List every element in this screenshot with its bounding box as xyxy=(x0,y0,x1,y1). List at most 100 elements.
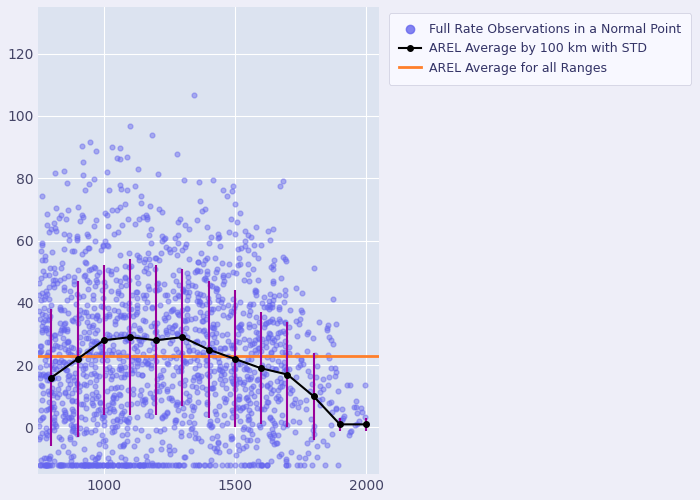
Full Rate Observations in a Normal Point xyxy=(127,461,139,469)
Full Rate Observations in a Normal Point xyxy=(132,436,143,444)
Full Rate Observations in a Normal Point xyxy=(35,370,46,378)
Full Rate Observations in a Normal Point xyxy=(306,416,317,424)
Full Rate Observations in a Normal Point xyxy=(101,387,112,395)
Full Rate Observations in a Normal Point xyxy=(304,386,316,394)
Full Rate Observations in a Normal Point xyxy=(94,461,105,469)
Full Rate Observations in a Normal Point xyxy=(85,360,97,368)
Full Rate Observations in a Normal Point xyxy=(158,280,169,288)
Full Rate Observations in a Normal Point xyxy=(193,294,204,302)
Full Rate Observations in a Normal Point xyxy=(189,325,200,333)
Full Rate Observations in a Normal Point xyxy=(211,288,222,296)
Full Rate Observations in a Normal Point xyxy=(114,203,125,211)
Full Rate Observations in a Normal Point xyxy=(220,344,231,352)
Full Rate Observations in a Normal Point xyxy=(125,366,136,374)
Full Rate Observations in a Normal Point xyxy=(138,267,149,275)
Full Rate Observations in a Normal Point xyxy=(202,310,213,318)
Full Rate Observations in a Normal Point xyxy=(59,230,70,238)
Full Rate Observations in a Normal Point xyxy=(193,434,204,442)
Full Rate Observations in a Normal Point xyxy=(84,378,95,386)
Full Rate Observations in a Normal Point xyxy=(46,404,57,411)
Full Rate Observations in a Normal Point xyxy=(326,398,337,406)
Full Rate Observations in a Normal Point xyxy=(112,290,123,298)
Full Rate Observations in a Normal Point xyxy=(241,365,253,373)
Full Rate Observations in a Normal Point xyxy=(298,461,309,469)
Full Rate Observations in a Normal Point xyxy=(176,348,188,356)
Full Rate Observations in a Normal Point xyxy=(351,397,362,405)
Full Rate Observations in a Normal Point xyxy=(225,311,236,319)
Full Rate Observations in a Normal Point xyxy=(115,144,126,152)
Full Rate Observations in a Normal Point xyxy=(118,415,130,423)
Full Rate Observations in a Normal Point xyxy=(116,402,127,409)
Full Rate Observations in a Normal Point xyxy=(50,269,61,277)
Full Rate Observations in a Normal Point xyxy=(172,150,183,158)
Full Rate Observations in a Normal Point xyxy=(197,348,208,356)
Full Rate Observations in a Normal Point xyxy=(262,333,273,341)
Full Rate Observations in a Normal Point xyxy=(268,386,279,394)
Full Rate Observations in a Normal Point xyxy=(113,354,125,362)
Full Rate Observations in a Normal Point xyxy=(40,461,51,469)
Full Rate Observations in a Normal Point xyxy=(220,441,231,449)
Full Rate Observations in a Normal Point xyxy=(168,322,179,330)
Full Rate Observations in a Normal Point xyxy=(251,224,262,232)
Full Rate Observations in a Normal Point xyxy=(118,358,129,366)
Full Rate Observations in a Normal Point xyxy=(97,350,108,358)
Full Rate Observations in a Normal Point xyxy=(213,304,224,312)
Full Rate Observations in a Normal Point xyxy=(48,412,60,420)
Full Rate Observations in a Normal Point xyxy=(323,373,335,381)
Full Rate Observations in a Normal Point xyxy=(74,333,85,341)
Full Rate Observations in a Normal Point xyxy=(90,410,101,418)
Full Rate Observations in a Normal Point xyxy=(267,434,278,442)
Full Rate Observations in a Normal Point xyxy=(59,286,70,294)
Full Rate Observations in a Normal Point xyxy=(256,461,267,469)
Full Rate Observations in a Normal Point xyxy=(175,378,186,386)
Full Rate Observations in a Normal Point xyxy=(99,314,111,322)
Full Rate Observations in a Normal Point xyxy=(197,312,209,320)
Full Rate Observations in a Normal Point xyxy=(108,306,120,314)
Full Rate Observations in a Normal Point xyxy=(286,386,297,394)
Full Rate Observations in a Normal Point xyxy=(243,406,254,413)
Full Rate Observations in a Normal Point xyxy=(66,359,77,367)
Full Rate Observations in a Normal Point xyxy=(68,438,79,446)
Full Rate Observations in a Normal Point xyxy=(268,406,279,414)
Full Rate Observations in a Normal Point xyxy=(55,461,66,469)
Full Rate Observations in a Normal Point xyxy=(169,461,181,469)
Full Rate Observations in a Normal Point xyxy=(191,337,202,345)
Full Rate Observations in a Normal Point xyxy=(239,242,251,250)
Full Rate Observations in a Normal Point xyxy=(76,461,88,469)
Full Rate Observations in a Normal Point xyxy=(279,342,290,350)
Full Rate Observations in a Normal Point xyxy=(50,409,62,417)
Full Rate Observations in a Normal Point xyxy=(55,276,66,284)
Full Rate Observations in a Normal Point xyxy=(152,170,163,178)
Full Rate Observations in a Normal Point xyxy=(209,406,220,414)
Full Rate Observations in a Normal Point xyxy=(256,240,267,248)
Full Rate Observations in a Normal Point xyxy=(116,366,127,374)
Full Rate Observations in a Normal Point xyxy=(161,326,172,334)
Full Rate Observations in a Normal Point xyxy=(339,412,350,420)
Full Rate Observations in a Normal Point xyxy=(256,361,267,369)
Full Rate Observations in a Normal Point xyxy=(146,460,158,468)
Full Rate Observations in a Normal Point xyxy=(129,442,140,450)
Full Rate Observations in a Normal Point xyxy=(251,290,262,298)
Full Rate Observations in a Normal Point xyxy=(113,228,124,236)
Full Rate Observations in a Normal Point xyxy=(235,320,246,328)
Full Rate Observations in a Normal Point xyxy=(48,345,59,353)
Full Rate Observations in a Normal Point xyxy=(251,376,262,384)
Full Rate Observations in a Normal Point xyxy=(111,294,122,302)
Full Rate Observations in a Normal Point xyxy=(39,372,50,380)
Full Rate Observations in a Normal Point xyxy=(42,461,53,469)
Full Rate Observations in a Normal Point xyxy=(206,282,217,290)
Full Rate Observations in a Normal Point xyxy=(57,412,69,420)
Full Rate Observations in a Normal Point xyxy=(36,347,47,355)
Full Rate Observations in a Normal Point xyxy=(156,232,167,240)
Full Rate Observations in a Normal Point xyxy=(85,428,97,436)
Full Rate Observations in a Normal Point xyxy=(178,461,190,469)
Full Rate Observations in a Normal Point xyxy=(97,437,108,445)
Full Rate Observations in a Normal Point xyxy=(106,461,117,469)
Full Rate Observations in a Normal Point xyxy=(293,364,304,372)
Full Rate Observations in a Normal Point xyxy=(59,416,70,424)
Full Rate Observations in a Normal Point xyxy=(140,461,151,469)
Full Rate Observations in a Normal Point xyxy=(190,314,201,322)
Full Rate Observations in a Normal Point xyxy=(192,388,203,396)
Full Rate Observations in a Normal Point xyxy=(139,334,150,342)
Full Rate Observations in a Normal Point xyxy=(191,338,202,346)
